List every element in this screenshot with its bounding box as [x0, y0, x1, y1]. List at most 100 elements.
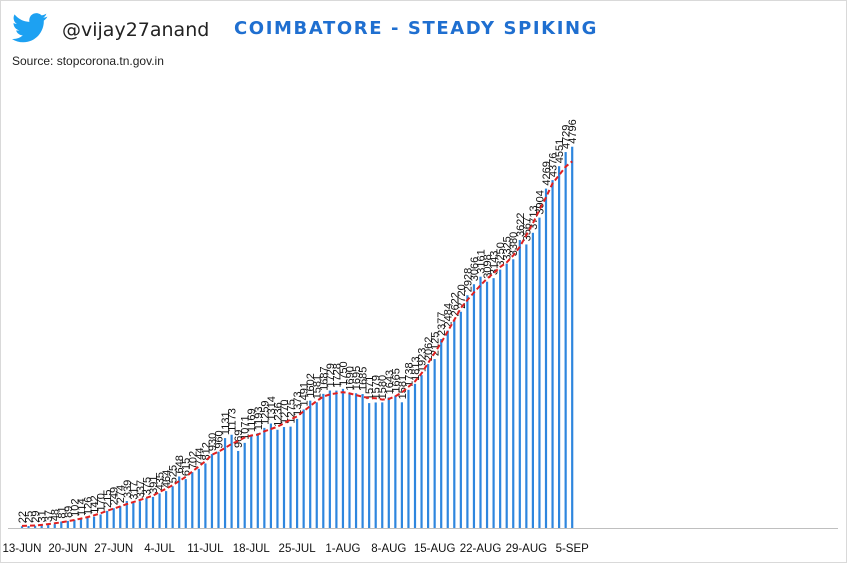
bar — [512, 259, 515, 528]
bar — [66, 520, 69, 528]
data-label: 3567 — [521, 217, 533, 241]
bar — [125, 501, 128, 528]
data-label: 4269 — [541, 161, 553, 185]
bar — [210, 454, 214, 528]
bar — [263, 427, 266, 528]
data-label: 22 — [17, 511, 29, 523]
bar — [204, 463, 207, 528]
data-label: 1738 — [403, 362, 415, 386]
bar — [518, 240, 521, 528]
data-label: 170 — [96, 493, 108, 511]
data-label: 274 — [115, 485, 127, 503]
data-label: 1270 — [279, 400, 291, 424]
data-label: 615 — [181, 458, 193, 476]
data-label: 1728 — [331, 363, 343, 387]
bar — [276, 429, 279, 528]
data-label: 1581 — [397, 375, 409, 399]
data-label: 2484 — [443, 303, 455, 327]
data-label: 31 — [37, 510, 49, 522]
bar — [243, 442, 246, 528]
bar — [47, 525, 50, 528]
author-row: @vijay27anand — [12, 12, 209, 48]
bar — [79, 518, 83, 528]
bar — [472, 284, 476, 528]
data-label: 81 — [56, 506, 68, 518]
bar — [315, 402, 318, 528]
bar — [387, 397, 390, 528]
author-handle: @vijay27anand — [62, 19, 210, 41]
data-label: 375 — [141, 477, 153, 495]
data-label: 1071 — [240, 415, 252, 439]
x-ticks-group: 13-JUN 20-JUN 27-JUN 4-JUL 11-JUL 18-JUL 25-JU… — [3, 543, 590, 555]
bar — [34, 525, 37, 528]
data-label: 3250 — [495, 242, 507, 266]
bar — [269, 423, 272, 528]
data-label: 3713 — [528, 205, 540, 229]
data-label: 4729 — [561, 125, 573, 149]
bar — [551, 180, 554, 528]
data-label: 1665 — [390, 368, 402, 392]
bars-group — [20, 146, 574, 528]
bar — [165, 491, 168, 528]
data-label: 1169 — [246, 408, 258, 432]
x-tick-label: 27-JUN — [94, 543, 133, 555]
data-label: 215 — [102, 490, 114, 508]
data-label: 391 — [148, 476, 160, 494]
data-label: 126 — [83, 497, 95, 515]
bar — [440, 339, 443, 528]
bar — [138, 501, 141, 528]
bar — [394, 395, 397, 528]
bar — [368, 403, 371, 528]
chart-title: COIMBATORE - STEADY SPIKING — [234, 18, 599, 39]
bar — [53, 524, 56, 528]
data-label: 1314 — [266, 396, 278, 420]
bar — [40, 525, 43, 528]
data-label: 102 — [69, 499, 81, 517]
data-label: 1373 — [292, 391, 304, 415]
bar — [256, 433, 259, 528]
bar — [145, 498, 148, 528]
data-label: 960 — [214, 430, 226, 448]
bar — [354, 393, 358, 528]
bar — [132, 502, 135, 528]
x-tick-label: 25-JUL — [279, 543, 317, 555]
data-label: 2377 — [436, 312, 448, 336]
x-tick-label: 1-AUG — [325, 543, 360, 555]
data-label: 1695 — [351, 366, 363, 390]
bar — [407, 389, 410, 528]
data-label: 1131 — [220, 411, 232, 435]
bar — [92, 516, 96, 528]
data-label: 1581 — [312, 375, 324, 399]
bar — [505, 263, 508, 528]
bar — [322, 393, 325, 528]
bar — [223, 438, 227, 528]
bar — [73, 519, 76, 528]
bar — [381, 402, 384, 528]
bar — [492, 278, 495, 528]
twitter-bird-icon — [12, 13, 48, 47]
data-label: 37 — [43, 510, 55, 522]
bar — [571, 146, 574, 528]
data-label: 969 — [233, 430, 245, 448]
x-tick-label: 20-JUN — [48, 543, 87, 555]
bar — [296, 418, 299, 528]
data-label: 48 — [50, 509, 62, 521]
bar — [413, 383, 417, 528]
bar — [86, 517, 89, 528]
bar — [564, 152, 567, 528]
bar — [348, 393, 351, 528]
x-tick-label: 5-SEP — [556, 543, 590, 555]
bar — [531, 232, 534, 528]
data-label: 249 — [109, 487, 121, 505]
data-label: 1173 — [227, 408, 239, 432]
data-label: 2928 — [462, 268, 474, 292]
data-label: 89 — [63, 506, 75, 518]
bar — [158, 493, 161, 528]
bar — [544, 188, 548, 528]
bar — [112, 508, 115, 528]
bar — [171, 486, 174, 528]
bar — [400, 402, 403, 528]
data-label: 702 — [187, 451, 199, 469]
bar — [446, 330, 449, 528]
data-label: 3622 — [515, 213, 527, 237]
